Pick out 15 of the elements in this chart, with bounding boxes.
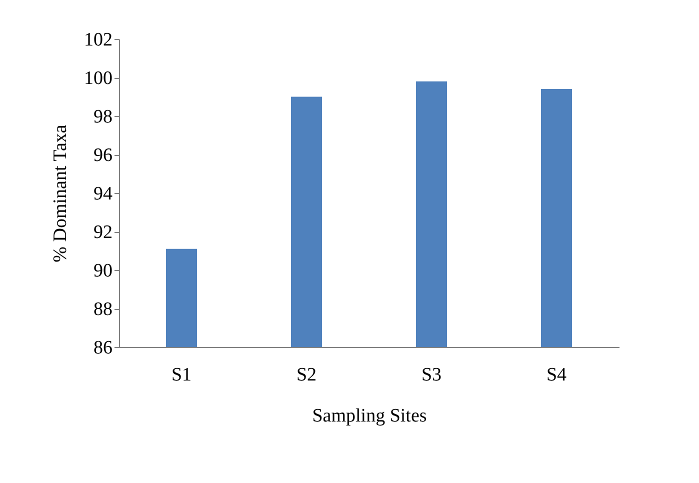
y-axis-title: % Dominant Taxa bbox=[50, 124, 71, 262]
y-tick-label: 102 bbox=[84, 30, 112, 50]
x-axis-title: Sampling Sites bbox=[312, 406, 427, 426]
y-tick-label: 98 bbox=[94, 106, 112, 128]
y-tick-label: 88 bbox=[94, 299, 112, 320]
x-tick-label: S2 bbox=[296, 364, 317, 386]
y-tick-label: 92 bbox=[94, 222, 112, 243]
x-tick-label: S4 bbox=[546, 364, 568, 386]
y-tick-label: 86 bbox=[94, 338, 112, 358]
x-tick-label: S3 bbox=[421, 364, 442, 386]
y-tick-label: 96 bbox=[94, 145, 112, 166]
y-tick-label: 90 bbox=[94, 260, 112, 282]
y-tick-label: 94 bbox=[94, 184, 113, 204]
x-tick-label: S1 bbox=[171, 364, 192, 386]
y-tick-label: 100 bbox=[84, 68, 112, 89]
